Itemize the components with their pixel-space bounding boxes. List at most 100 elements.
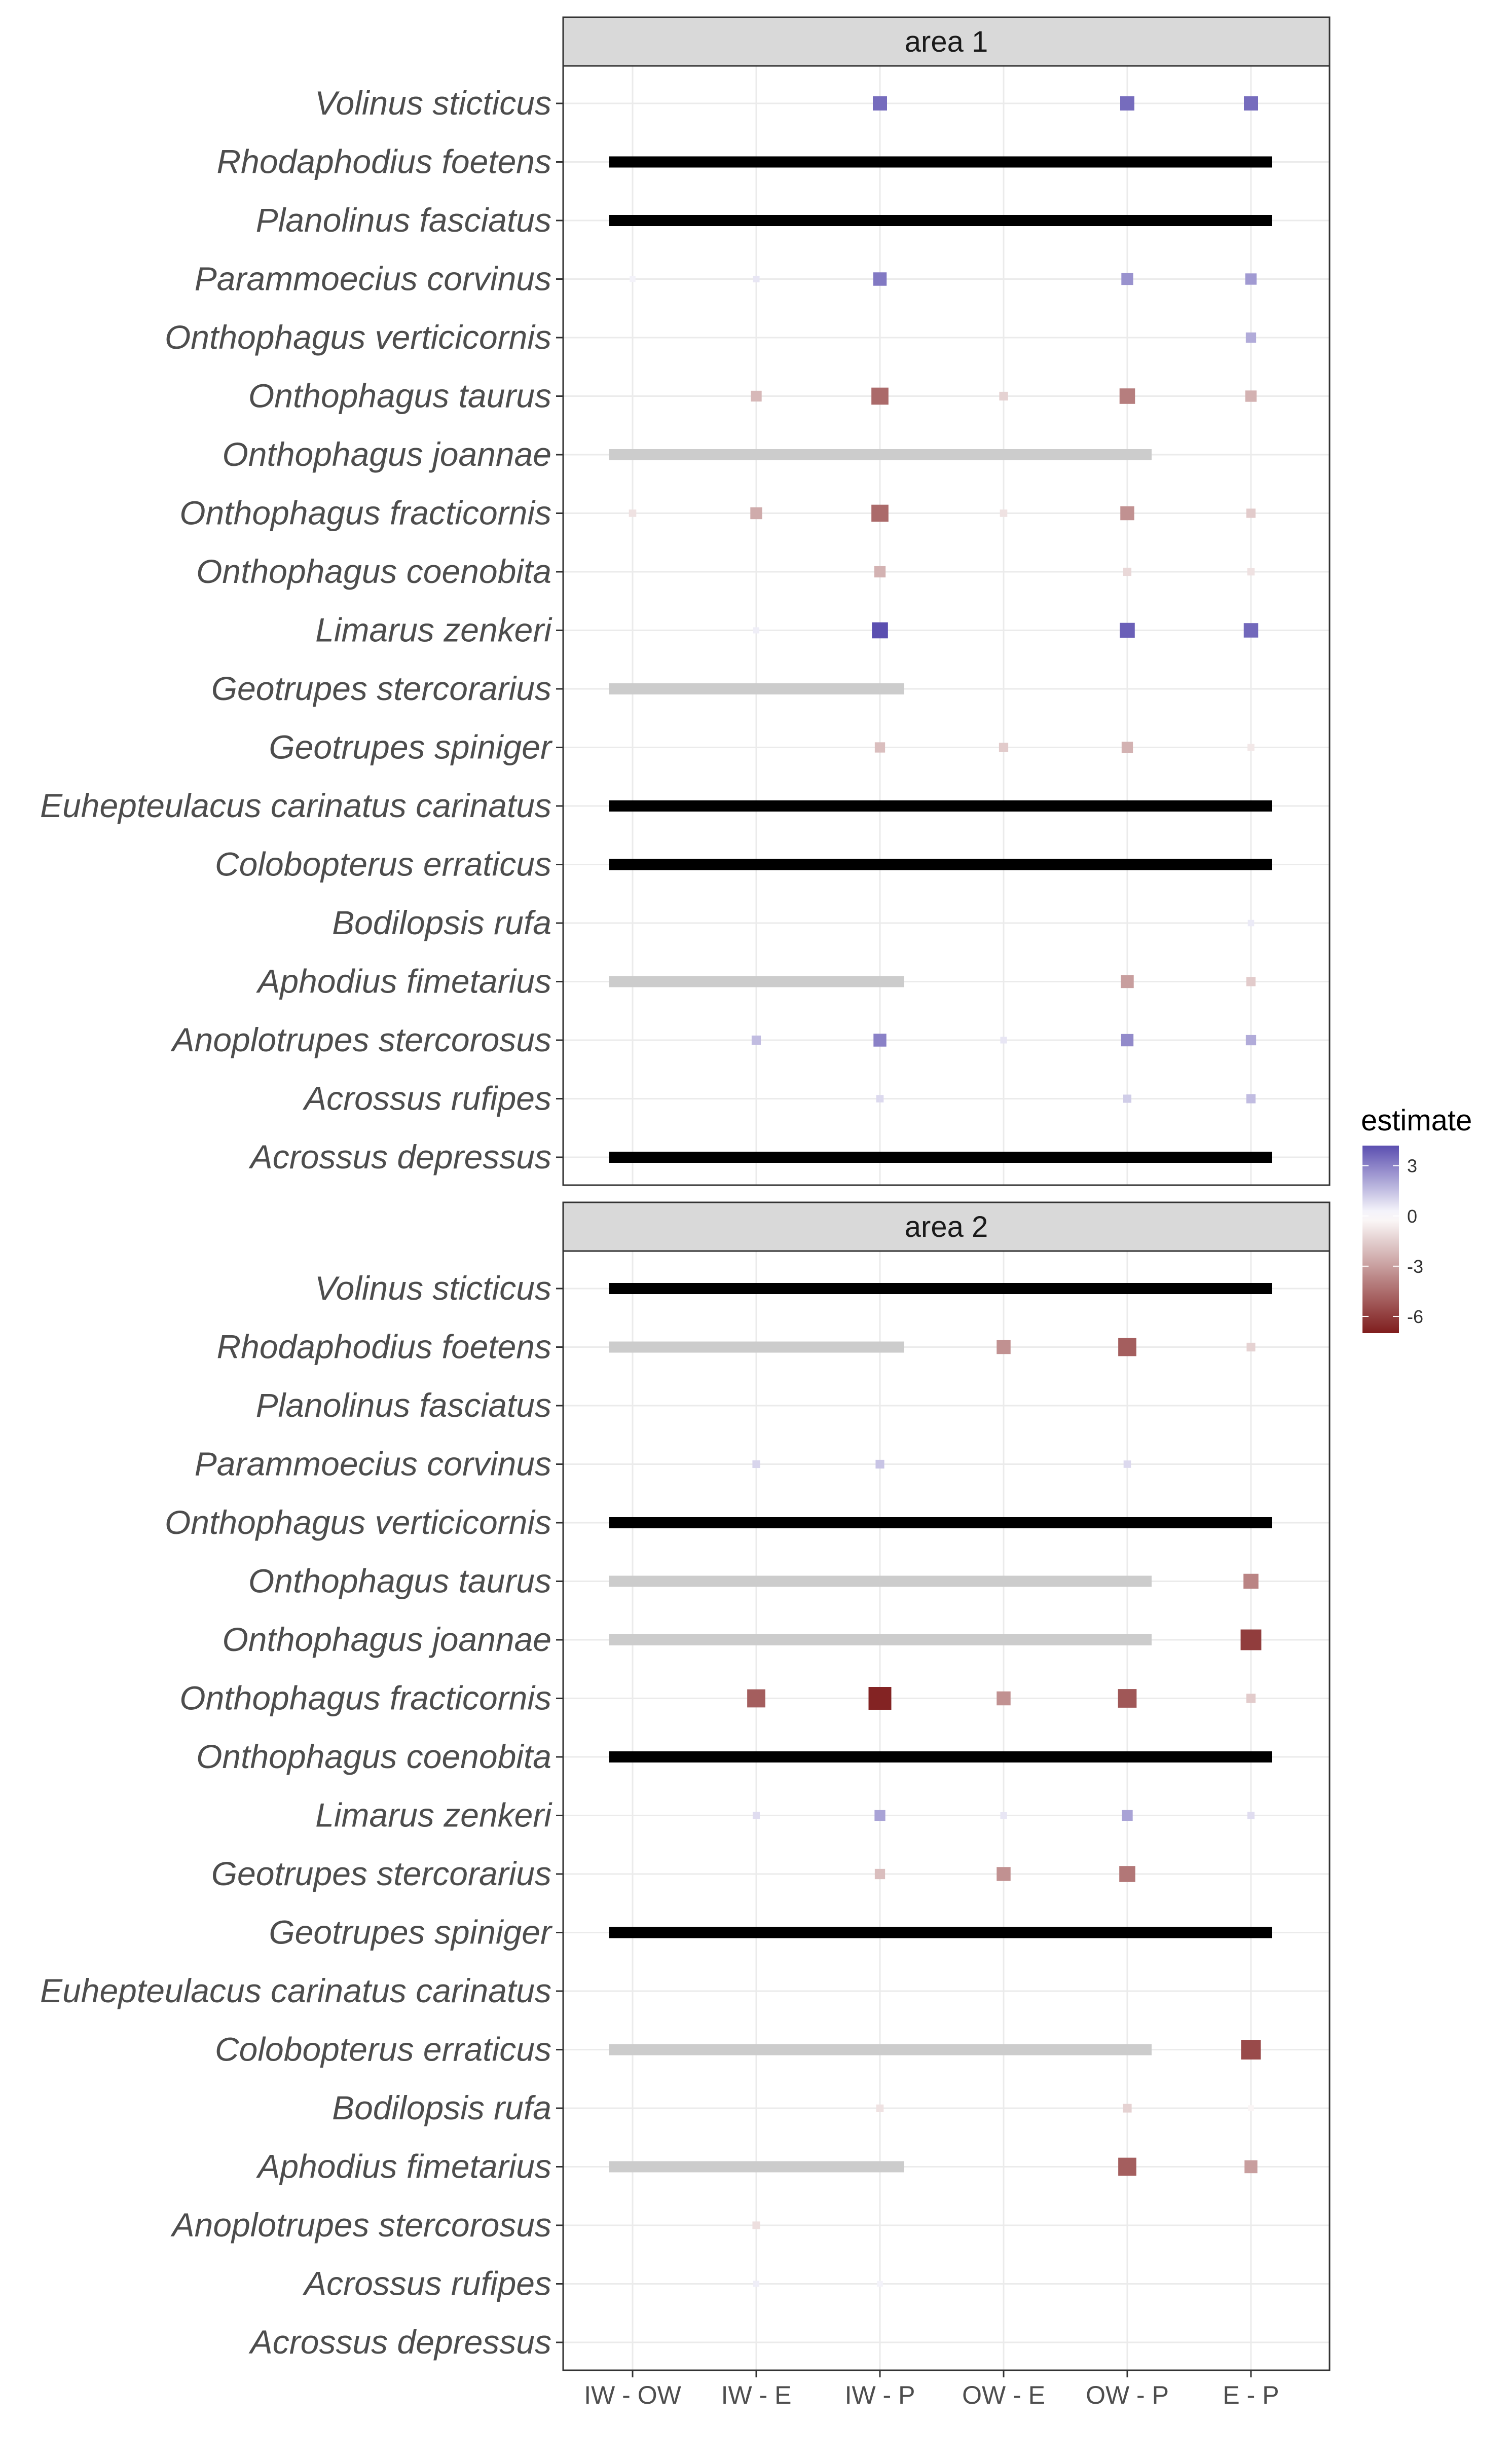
gray-bar	[609, 1634, 1152, 1645]
estimate-cell	[1118, 1689, 1137, 1708]
facet-area-1: area 1 Volinus sticticus Rhodaphodius foe…	[40, 16, 1331, 1186]
estimate-cell	[871, 387, 889, 405]
estimate-cell	[999, 743, 1009, 752]
significance-bars	[609, 156, 1272, 1163]
estimate-cell	[1121, 975, 1134, 988]
species-label: Rhodaphodius foetens	[216, 143, 551, 180]
estimate-cell	[873, 272, 887, 286]
panel-border	[562, 65, 1331, 1186]
species-label: Geotrupes spiniger	[269, 728, 553, 766]
species-label: Colobopterus erraticus	[215, 2031, 551, 2068]
estimate-cell	[1245, 273, 1257, 285]
gray-bar	[609, 1575, 1152, 1587]
black-bar	[609, 156, 1272, 168]
species-label: Geotrupes stercorarius	[211, 670, 551, 707]
estimate-cell	[1123, 1094, 1132, 1103]
estimate-cell	[1247, 744, 1255, 751]
legend-colorbar	[1362, 1146, 1399, 1333]
estimate-cell	[751, 1035, 761, 1045]
species-label: Bodilopsis rufa	[332, 2089, 551, 2126]
estimate-cell	[877, 2281, 883, 2287]
grid-lines	[563, 1251, 1330, 2370]
estimate-cell	[1000, 1037, 1007, 1044]
estimate-cell	[1247, 1812, 1255, 1819]
estimate-cell	[1120, 506, 1134, 521]
species-label: Volinus sticticus	[315, 1269, 551, 1307]
panel-background	[563, 1251, 1330, 2370]
estimate-cell	[1246, 1094, 1256, 1104]
estimate-cell	[1244, 2160, 1258, 2174]
facet-title: area 2	[905, 1210, 988, 1243]
estimate-cell	[1118, 2157, 1136, 2176]
estimate-cell	[1241, 2040, 1261, 2060]
species-label: Geotrupes stercorarius	[211, 1855, 551, 1892]
x-axis: IW - OW IW - E IW - P OW - E OW - P E - P	[584, 2370, 1279, 2409]
estimate-cell	[997, 1691, 1011, 1706]
estimate-cell	[875, 1459, 884, 1469]
estimate-cell	[630, 276, 636, 282]
species-label: Geotrupes spiniger	[269, 1914, 553, 1951]
estimate-cell	[1245, 390, 1257, 402]
estimate-cell	[1122, 1810, 1133, 1821]
black-bar	[609, 215, 1272, 226]
estimate-cell	[871, 504, 889, 522]
species-label: Limarus zenkeri	[315, 1796, 552, 1834]
estimate-cell	[997, 1340, 1011, 1354]
estimate-cell	[874, 742, 886, 753]
estimate-cell	[1245, 332, 1257, 343]
species-label: Parammoecius corvinus	[195, 1445, 551, 1483]
estimate-cell	[752, 2221, 760, 2229]
estimate-cell	[1119, 1866, 1135, 1882]
estimate-cell	[1119, 388, 1135, 404]
species-label: Onthophagus verticicornis	[165, 318, 551, 356]
black-bar	[609, 1751, 1272, 1762]
estimate-cells	[629, 96, 1259, 1104]
species-label: Acrossus depressus	[248, 2323, 551, 2361]
estimate-cell	[873, 96, 887, 111]
species-label: Onthophagus coenobita	[196, 1738, 551, 1775]
gray-bar	[609, 683, 904, 694]
estimate-cell	[1246, 1342, 1256, 1352]
gray-bar	[609, 449, 1152, 460]
legend-tick-label: 3	[1407, 1156, 1417, 1177]
species-label: Onthophagus taurus	[248, 1562, 551, 1600]
estimate-cell	[1246, 977, 1256, 986]
facet-title: area 1	[905, 25, 988, 58]
black-bar	[609, 800, 1272, 812]
gray-bar	[609, 976, 904, 987]
estimate-cell	[1123, 1460, 1131, 1468]
legend-tick-label: -6	[1407, 1306, 1423, 1327]
x-tick-label: E - P	[1223, 2381, 1279, 2409]
estimate-cell	[874, 566, 886, 578]
gray-bar	[609, 2044, 1152, 2055]
estimate-cell	[1243, 1573, 1259, 1589]
species-label: Bodilopsis rufa	[332, 904, 551, 941]
gray-bar	[609, 2161, 904, 2173]
species-label: Parammoecius corvinus	[195, 260, 551, 298]
x-tick-label: OW - P	[1086, 2381, 1169, 2409]
species-label: Onthophagus coenobita	[196, 553, 551, 590]
species-label: Colobopterus erraticus	[215, 846, 551, 883]
species-label: Planolinus fasciatus	[256, 201, 551, 239]
species-label: Volinus sticticus	[315, 84, 551, 122]
gray-bar	[609, 1341, 904, 1353]
estimate-cell	[1120, 96, 1134, 111]
black-bar	[609, 1517, 1272, 1528]
black-bar	[609, 1152, 1272, 1163]
estimate-cell	[997, 1867, 1011, 1881]
species-label: Rhodaphodius foetens	[216, 1328, 551, 1366]
black-bar	[609, 1283, 1272, 1294]
estimate-cell	[1240, 1629, 1262, 1650]
x-tick-label: OW - E	[962, 2381, 1045, 2409]
species-label: Onthophagus joannae	[222, 1621, 551, 1658]
facet-area-2: area 2 Volinus sticticus Rhodaphodius foe…	[40, 1201, 1331, 2371]
legend-tick-label: -3	[1407, 1256, 1423, 1277]
legend: estimate 3 0 -3 -6	[1361, 1104, 1472, 1333]
estimate-cell	[629, 509, 637, 517]
species-label: Anoplotrupes stercorosus	[170, 1021, 551, 1058]
species-label: Anoplotrupes stercorosus	[170, 2206, 551, 2244]
species-label: Onthophagus fracticornis	[179, 494, 551, 532]
estimate-cell	[1246, 508, 1256, 518]
estimate-cell	[999, 391, 1008, 401]
